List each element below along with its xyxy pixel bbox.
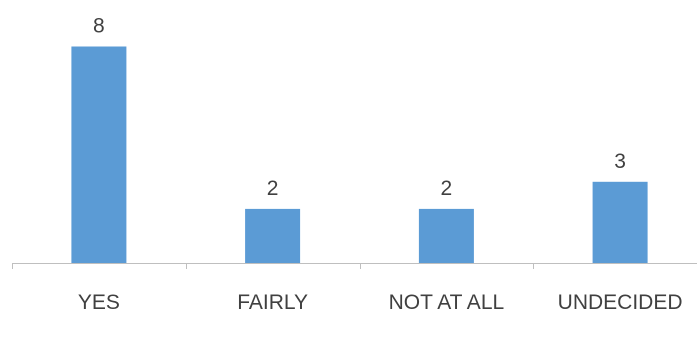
data-labels-group: 8 2 2 3 — [93, 15, 626, 200]
bar-undecided — [592, 181, 648, 263]
tick-label-not-at-all: NOT AT ALL — [389, 291, 505, 314]
tick-label-fairly: FAIRLY — [237, 291, 308, 314]
bars-group — [71, 46, 648, 263]
x-axis-tick-labels: YES FAIRLY NOT AT ALL UNDECIDED — [78, 291, 683, 314]
tick-label-undecided: UNDECIDED — [558, 291, 683, 314]
data-label-not-at-all: 2 — [441, 177, 453, 200]
bar-yes — [71, 46, 127, 263]
x-axis-ticks — [12, 263, 534, 269]
data-label-undecided: 3 — [614, 150, 626, 173]
tick-label-yes: YES — [78, 291, 120, 314]
data-label-yes: 8 — [93, 15, 105, 38]
data-label-fairly: 2 — [267, 177, 279, 200]
bar-not-at-all — [418, 208, 474, 263]
bar-fairly — [245, 208, 301, 263]
